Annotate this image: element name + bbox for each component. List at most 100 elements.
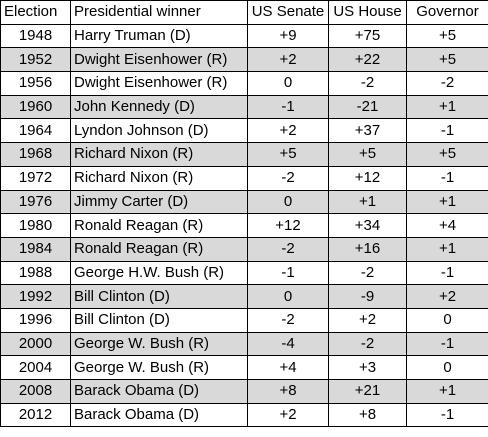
cell-presidential-winner: John Kennedy (D) <box>70 94 248 120</box>
cell-election: 1996 <box>0 307 71 333</box>
election-results-table: Election Presidential winner US Senate U… <box>0 0 488 428</box>
table-row: 1980 Ronald Reagan (R) +12 +34 +4 <box>0 213 488 238</box>
cell-governor: +1 <box>406 94 488 120</box>
table-body: 1948 Harry Truman (D) +9 +75 +5 1952 Dwight Ei… <box>0 23 488 428</box>
cell-governor: +1 <box>406 189 488 215</box>
cell-election: 1984 <box>0 236 71 262</box>
cell-us-senate: -2 <box>247 236 329 262</box>
cell-governor: 0 <box>406 307 488 333</box>
cell-presidential-winner: Harry Truman (D) <box>70 23 248 49</box>
table-row: 2012 Barack Obama (D) +2 +8 -1 <box>0 402 488 428</box>
table-row: 2008 Barack Obama (D) +8 +21 +1 <box>0 379 488 404</box>
cell-us-senate: +2 <box>247 47 329 73</box>
cell-presidential-winner: Lyndon Johnson (D) <box>70 118 248 144</box>
cell-presidential-winner: Bill Clinton (D) <box>70 284 248 309</box>
cell-us-house: +34 <box>328 213 407 238</box>
cell-us-house: -2 <box>328 71 407 96</box>
header-row: Election Presidential winner US Senate U… <box>0 0 488 25</box>
table-row: 1960 John Kennedy (D) -1 -21 +1 <box>0 94 488 120</box>
cell-governor: -1 <box>406 165 488 191</box>
cell-election: 2012 <box>0 402 71 428</box>
cell-election: 2000 <box>0 331 71 357</box>
table-row: 2004 George W. Bush (R) +4 +3 0 <box>0 355 488 380</box>
cell-us-senate: +9 <box>247 23 329 49</box>
cell-presidential-winner: Richard Nixon (R) <box>70 142 248 167</box>
cell-governor: 0 <box>406 355 488 380</box>
table-row: 1984 Ronald Reagan (R) -2 +16 +1 <box>0 236 488 262</box>
cell-us-house: +8 <box>328 402 407 428</box>
table-row: 1976 Jimmy Carter (D) 0 +1 +1 <box>0 189 488 215</box>
cell-governor: +4 <box>406 213 488 238</box>
cell-presidential-winner: George W. Bush (R) <box>70 355 248 380</box>
cell-us-house: -2 <box>328 260 407 286</box>
cell-election: 1992 <box>0 284 71 309</box>
cell-presidential-winner: Barack Obama (D) <box>70 402 248 428</box>
cell-election: 1968 <box>0 142 71 167</box>
cell-governor: -1 <box>406 118 488 144</box>
cell-us-senate: +12 <box>247 213 329 238</box>
cell-us-house: -2 <box>328 331 407 357</box>
table-row: 1964 Lyndon Johnson (D) +2 +37 -1 <box>0 118 488 144</box>
cell-us-house: +37 <box>328 118 407 144</box>
cell-us-house: +16 <box>328 236 407 262</box>
cell-us-house: +21 <box>328 379 407 404</box>
cell-us-house: +5 <box>328 142 407 167</box>
table-row: 1956 Dwight Eisenhower (R) 0 -2 -2 <box>0 71 488 96</box>
cell-presidential-winner: George H.W. Bush (R) <box>70 260 248 286</box>
cell-governor: -1 <box>406 260 488 286</box>
cell-governor: -1 <box>406 331 488 357</box>
header-us-senate: US Senate <box>247 0 329 25</box>
table-row: 1972 Richard Nixon (R) -2 +12 -1 <box>0 165 488 191</box>
cell-us-house: +2 <box>328 307 407 333</box>
header-governor: Governor <box>406 0 488 25</box>
cell-us-senate: -2 <box>247 307 329 333</box>
cell-presidential-winner: George W. Bush (R) <box>70 331 248 357</box>
cell-us-senate: +4 <box>247 355 329 380</box>
cell-us-senate: 0 <box>247 189 329 215</box>
cell-governor: +1 <box>406 379 488 404</box>
table-row: 1992 Bill Clinton (D) 0 -9 +2 <box>0 284 488 309</box>
table-row: 1952 Dwight Eisenhower (R) +2 +22 +5 <box>0 47 488 73</box>
cell-us-senate: -2 <box>247 165 329 191</box>
cell-us-senate: -1 <box>247 94 329 120</box>
cell-us-senate: -1 <box>247 260 329 286</box>
cell-us-senate: +8 <box>247 379 329 404</box>
cell-governor: +5 <box>406 23 488 49</box>
cell-governor: -1 <box>406 402 488 428</box>
cell-election: 1952 <box>0 47 71 73</box>
table-row: 1948 Harry Truman (D) +9 +75 +5 <box>0 23 488 49</box>
cell-us-house: +1 <box>328 189 407 215</box>
cell-presidential-winner: Ronald Reagan (R) <box>70 213 248 238</box>
cell-governor: +2 <box>406 284 488 309</box>
cell-election: 1956 <box>0 71 71 96</box>
header-election: Election <box>0 0 71 25</box>
cell-governor: +5 <box>406 47 488 73</box>
cell-us-senate: +2 <box>247 118 329 144</box>
cell-election: 1960 <box>0 94 71 120</box>
cell-presidential-winner: Barack Obama (D) <box>70 379 248 404</box>
cell-election: 1976 <box>0 189 71 215</box>
cell-us-house: -21 <box>328 94 407 120</box>
cell-presidential-winner: Jimmy Carter (D) <box>70 189 248 215</box>
cell-election: 1980 <box>0 213 71 238</box>
cell-us-senate: 0 <box>247 284 329 309</box>
header-presidential-winner: Presidential winner <box>70 0 248 25</box>
cell-us-house: -9 <box>328 284 407 309</box>
cell-governor: -2 <box>406 71 488 96</box>
table-row: 2000 George W. Bush (R) -4 -2 -1 <box>0 331 488 357</box>
cell-election: 1972 <box>0 165 71 191</box>
cell-governor: +5 <box>406 142 488 167</box>
cell-presidential-winner: Bill Clinton (D) <box>70 307 248 333</box>
cell-us-house: +75 <box>328 23 407 49</box>
cell-us-house: +22 <box>328 47 407 73</box>
table-row: 1968 Richard Nixon (R) +5 +5 +5 <box>0 142 488 167</box>
cell-us-senate: +5 <box>247 142 329 167</box>
cell-presidential-winner: Ronald Reagan (R) <box>70 236 248 262</box>
cell-election: 1964 <box>0 118 71 144</box>
cell-presidential-winner: Dwight Eisenhower (R) <box>70 47 248 73</box>
cell-presidential-winner: Dwight Eisenhower (R) <box>70 71 248 96</box>
cell-election: 1988 <box>0 260 71 286</box>
cell-us-senate: +2 <box>247 402 329 428</box>
table-row: 1988 George H.W. Bush (R) -1 -2 -1 <box>0 260 488 286</box>
cell-election: 2008 <box>0 379 71 404</box>
